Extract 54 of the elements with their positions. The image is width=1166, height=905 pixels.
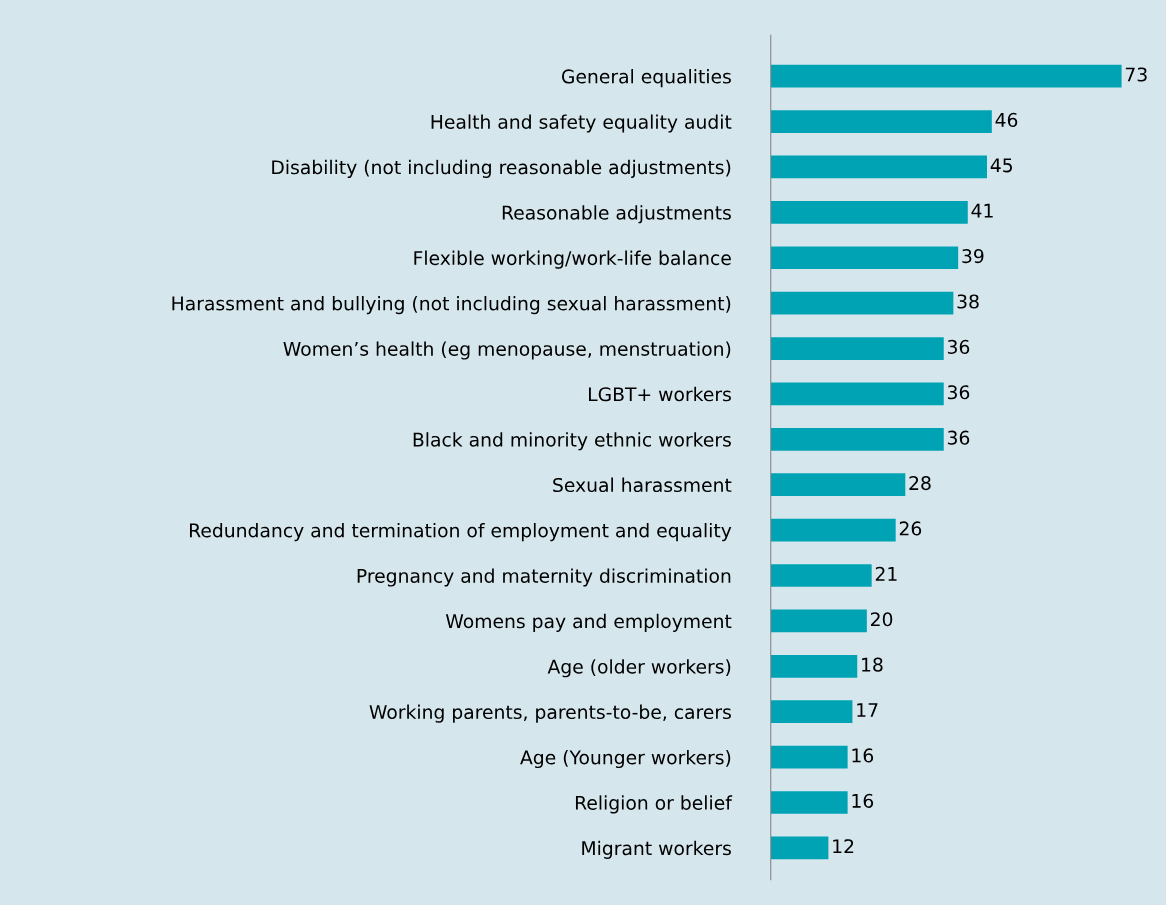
data-label: 46 [995, 112, 1018, 127]
bar [770, 609, 867, 633]
data-label: 16 [852, 793, 874, 808]
data-label: 21 [875, 566, 897, 581]
data-label: 12 [833, 839, 854, 854]
y-tick-label: LGBT+ workers [589, 386, 731, 402]
bar [770, 110, 992, 133]
y-tick-label: Sexual harassment [553, 477, 732, 493]
y-tick-label: Women’s health (eg menopause, menstruation) [283, 341, 731, 360]
bar [770, 745, 848, 769]
y-tick-label: General equalities [561, 69, 731, 88]
y-tick-label: Harassment and bullying (not including sexual harassment) [172, 296, 731, 315]
y-tick-label: Migrant workers [582, 840, 731, 859]
bar [770, 518, 896, 542]
y-tick-label: Pregnancy and maternity discrimination [357, 568, 731, 587]
y-tick-label: Working parents, parents-to-be, carers [369, 704, 731, 723]
data-label: 45 [990, 158, 1012, 173]
bar [770, 64, 1122, 88]
data-label: 18 [862, 657, 883, 672]
data-label: 20 [871, 612, 893, 627]
data-label: 36 [947, 430, 970, 445]
y-tick-label: Health and safety equality audit [431, 114, 732, 133]
bar [770, 337, 944, 360]
y-tick-label: Reasonable adjustments [502, 205, 731, 224]
bar [770, 700, 853, 724]
data-label: 73 [1125, 67, 1147, 82]
bar [770, 382, 944, 406]
bar [770, 155, 987, 179]
bar [770, 291, 954, 315]
data-label: 38 [957, 294, 979, 309]
bar [770, 473, 906, 497]
y-tick-label: Religion or belief [575, 795, 733, 814]
data-label: 17 [857, 703, 878, 717]
y-tick-label: Age (Younger workers) [520, 749, 731, 769]
bar [770, 427, 944, 451]
y-tick-label: Redundancy and termination of employment and equality [190, 522, 732, 542]
data-label: 36 [947, 385, 970, 400]
bar [770, 654, 858, 678]
y-tick-label: Age (older workers) [547, 659, 731, 678]
data-label: 41 [971, 203, 993, 218]
bar [770, 564, 872, 587]
data-label: 16 [852, 748, 874, 763]
bar [770, 791, 848, 814]
data-label: 28 [909, 475, 931, 491]
data-label: 26 [899, 521, 922, 536]
bar [770, 836, 829, 860]
bar [770, 246, 959, 270]
y-tick-label: Disability (not including reasonable adjustments) [272, 159, 731, 178]
y-tick-label: Womens pay and employment [445, 613, 732, 632]
data-label: 39 [962, 248, 984, 264]
y-tick-label: Flexible working/work-life balance [414, 250, 731, 269]
bar [770, 200, 968, 224]
y-tick-label: Black and minority ethnic workers [413, 432, 731, 451]
data-label: 36 [947, 339, 970, 354]
